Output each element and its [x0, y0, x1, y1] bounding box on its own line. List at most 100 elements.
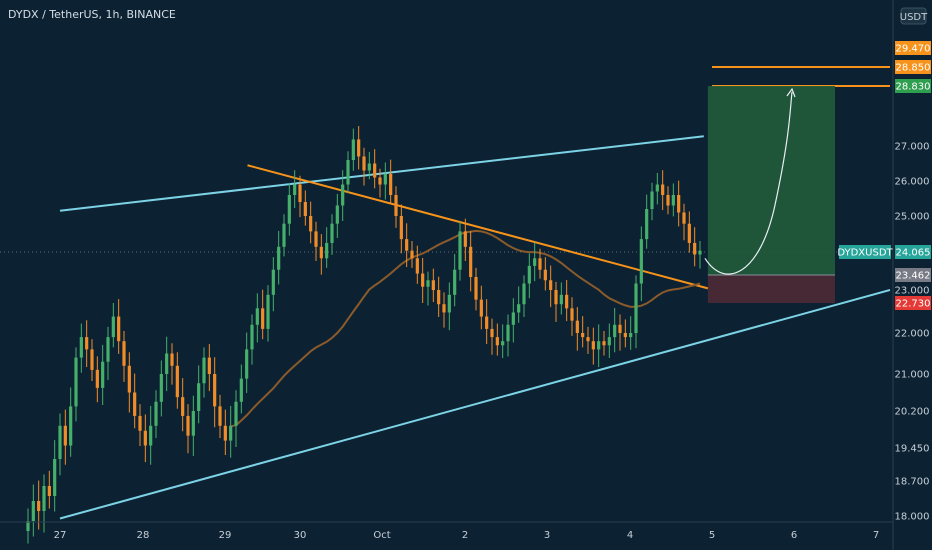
candle-body-99: [554, 290, 558, 305]
price-tick-0: 27.000: [895, 142, 930, 153]
candle-body-67: [383, 174, 387, 185]
candle-body-34: [207, 357, 211, 374]
candle-body-78: [442, 304, 446, 313]
candle-body-62: [357, 139, 361, 157]
time-tick-0: 27: [54, 530, 67, 541]
projection-curve-line: [704, 91, 793, 275]
candle-body-37: [223, 425, 227, 441]
candle-body-110: [613, 324, 617, 338]
position-box: [707, 86, 835, 303]
candle-body-89: [501, 341, 505, 346]
projection-arrow-head: [786, 87, 796, 98]
candle-body-101: [565, 294, 569, 309]
candle-body-84: [474, 277, 478, 300]
trend-line-2: [59, 289, 891, 520]
currency-button-label: USDT: [900, 12, 928, 23]
candle-body-7: [63, 425, 67, 446]
candle-body-121: [671, 195, 675, 206]
candle-body-46: [271, 269, 275, 295]
candle-body-113: [629, 333, 633, 338]
price-tick-5: 21.000: [895, 370, 930, 381]
candle-body-102: [570, 308, 574, 321]
price-tag-bg-2: [895, 79, 931, 93]
candle-body-106: [591, 341, 595, 350]
candle-body-17: [117, 316, 121, 342]
candle-body-107: [597, 341, 601, 350]
trend-line-1: [59, 135, 704, 212]
candle-body-41: [245, 349, 249, 379]
candle-body-81: [458, 231, 462, 270]
candle-body-16: [111, 316, 115, 338]
candle-body-29: [181, 397, 185, 416]
candle-body-75: [426, 280, 430, 287]
candle-body-35: [213, 374, 217, 407]
candle-body-100: [559, 294, 563, 305]
time-tick-5: 2: [462, 530, 468, 541]
price-tick-1: 26.000: [895, 177, 930, 188]
candle-body-5: [53, 459, 57, 496]
price-tick-7: 19.450: [895, 444, 930, 455]
price-tick-2: 25.000: [895, 212, 930, 223]
price-tag-bg-4: [895, 268, 931, 282]
candle-body-51: [298, 184, 302, 202]
candle-body-38: [229, 425, 233, 441]
candle-body-18: [122, 341, 126, 366]
time-tick-4: Oct: [373, 530, 390, 541]
candle-body-44: [261, 308, 265, 329]
time-tick-8: 5: [709, 530, 715, 541]
candle-body-25: [159, 374, 163, 402]
price-tag-value-0: 29.470: [896, 44, 931, 55]
candle-body-14: [101, 361, 105, 388]
candle-body-20: [133, 392, 137, 416]
price-tag-value-5: 22.730: [896, 299, 931, 310]
candle-body-43: [255, 308, 259, 325]
price-tag-value-1: 28.850: [896, 63, 931, 74]
candle-body-57: [330, 223, 334, 243]
candle-body-50: [293, 184, 297, 195]
candle-body-19: [127, 365, 131, 393]
candle-body-87: [490, 328, 494, 338]
candle-body-117: [650, 191, 654, 209]
candle-body-86: [485, 316, 489, 329]
trend-line-3: [247, 164, 709, 290]
candle-body-70: [399, 216, 403, 240]
candle-body-111: [618, 324, 622, 333]
time-tick-10: 7: [873, 530, 879, 541]
candle-body-63: [362, 156, 366, 171]
candle-body-120: [666, 195, 670, 206]
candle-body-45: [266, 294, 270, 329]
candle-body-2: [37, 501, 41, 511]
candle-body-61: [351, 139, 355, 160]
price-tag-bg-1: [895, 60, 931, 74]
time-tick-2: 29: [219, 530, 232, 541]
candle-body-71: [405, 239, 409, 251]
candle-body-60: [346, 160, 350, 185]
price-tag-value-2: 28.830: [896, 82, 931, 93]
candle-body-73: [415, 258, 419, 274]
candle-body-36: [218, 406, 222, 426]
candle-body-69: [394, 195, 398, 216]
candle-body-72: [410, 250, 414, 259]
price-tick-4: 22.000: [895, 329, 930, 340]
candle-body-58: [335, 205, 339, 224]
price-tag-bg-5: [895, 296, 931, 310]
candle-body-59: [341, 184, 345, 206]
candle-body-55: [319, 246, 323, 259]
candle-body-48: [282, 223, 286, 247]
candle-body-108: [602, 341, 606, 346]
candle-body-21: [138, 415, 142, 431]
stop-zone: [707, 275, 835, 303]
candle-body-85: [479, 299, 483, 317]
candle-body-53: [309, 216, 313, 232]
candle-body-30: [186, 415, 190, 436]
price-tag-bg-3: [895, 245, 931, 259]
price-tag-bg-0: [895, 41, 931, 55]
candle-body-97: [543, 269, 547, 281]
candle-body-125: [693, 242, 697, 255]
candle-body-80: [453, 269, 457, 295]
candle-body-15: [106, 337, 110, 362]
candle-body-0: [26, 521, 30, 531]
candle-body-28: [175, 365, 179, 398]
